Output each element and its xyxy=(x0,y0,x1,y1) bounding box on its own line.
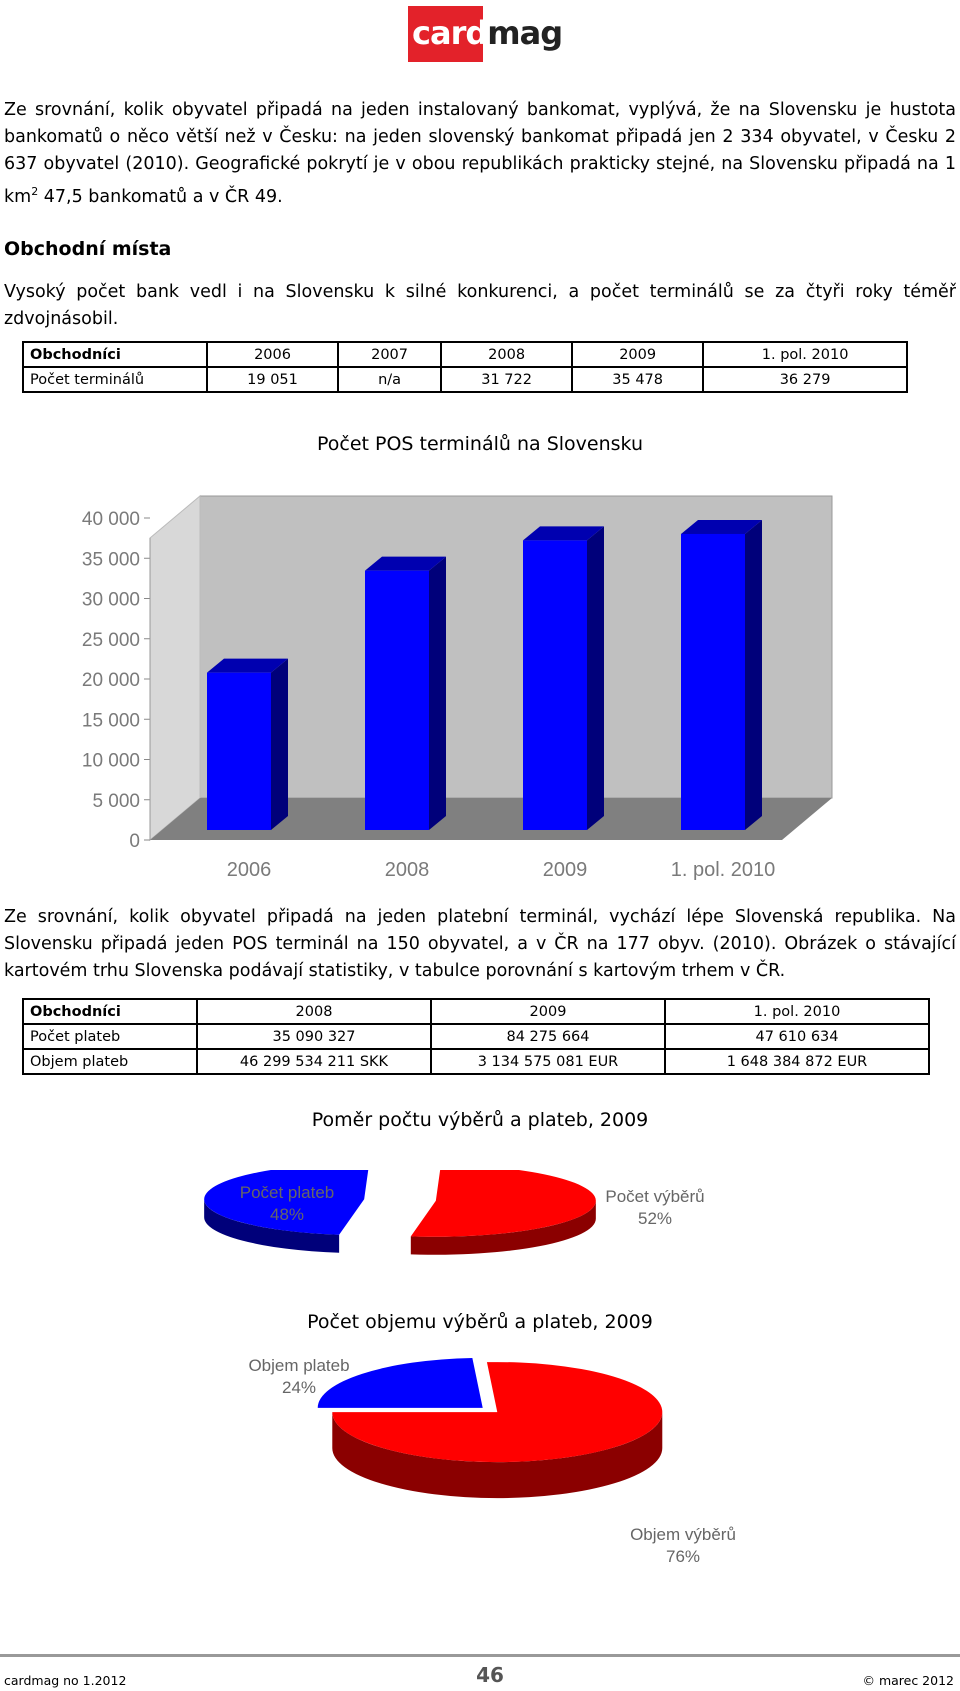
pie-chart-2-title: Počet objemu výběrů a plateb, 2009 xyxy=(307,1311,653,1333)
bar-side xyxy=(745,519,762,830)
pie-slice xyxy=(332,1362,663,1463)
intro-text-1: Ze srovnání, kolik obyvatel připadá na j… xyxy=(4,100,956,207)
table-cell: 2009 xyxy=(430,998,666,1025)
section-text: Vysoký počet bank vedl i na Slovensku k … xyxy=(4,282,956,329)
bar-top xyxy=(523,526,604,541)
pie-chart-1: Počet plateb 48% Počet výběrů 52% xyxy=(204,1170,705,1255)
table-cell: 1. pol. 2010 xyxy=(702,341,908,368)
y-tick-label: 25 000 xyxy=(82,630,140,651)
table-row: Počet terminálů 19 051 n/a 31 722 35 478… xyxy=(22,366,908,393)
table-cell: 1 648 384 872 EUR xyxy=(664,1048,930,1075)
footer-right: © marec 2012 xyxy=(862,1673,954,1688)
intro-sup: 2 xyxy=(31,185,39,198)
intro-paragraph: Ze srovnání, kolik obyvatel připadá na j… xyxy=(4,97,956,211)
table-cell: 31 722 xyxy=(440,366,574,393)
table-cell: Počet plateb xyxy=(22,1023,198,1050)
pie-label: Počet výběrů xyxy=(605,1187,704,1206)
bar-side xyxy=(429,556,446,830)
section-paragraph: Vysoký počet bank vedl i na Slovensku k … xyxy=(4,279,956,333)
pie-value-label: 48% xyxy=(270,1205,304,1224)
table-cell: 46 299 534 211 SKK xyxy=(196,1048,432,1075)
bar-top xyxy=(207,658,288,673)
table-cell: 84 275 664 xyxy=(430,1023,666,1050)
pie-slice-side xyxy=(204,1199,340,1253)
x-tick-label: 2008 xyxy=(385,859,430,880)
y-tick-label: 20 000 xyxy=(82,670,140,691)
table-cell: 2007 xyxy=(337,341,443,368)
table-cell: 35 478 xyxy=(571,366,705,393)
paragraph-2-text: Ze srovnání, kolik obyvatel připadá na j… xyxy=(4,907,956,981)
footer-left: cardmag no 1.2012 xyxy=(4,1673,127,1688)
table-cell: Obchodníci xyxy=(22,341,208,368)
bar-top xyxy=(681,519,762,534)
pie-chart-1-title: Poměr počtu výběrů a plateb, 2009 xyxy=(311,1109,649,1131)
pie-value-label: 52% xyxy=(638,1209,672,1228)
table-row: Obchodníci 2006 2007 2008 2009 1. pol. 2… xyxy=(22,341,908,368)
table-cell: 2008 xyxy=(440,341,574,368)
pie-slice xyxy=(410,1170,596,1237)
bar-side xyxy=(271,658,288,830)
table-row: Obchodníci 2008 2009 1. pol. 2010 xyxy=(22,998,930,1025)
bar-side xyxy=(587,526,604,830)
table-cell: 36 279 xyxy=(702,366,908,393)
chart-side-wall xyxy=(149,494,201,842)
bar xyxy=(681,533,745,830)
pie-value-label: 24% xyxy=(282,1378,316,1397)
pie-slice xyxy=(204,1170,369,1235)
bar xyxy=(365,570,429,830)
page-number: 46 xyxy=(476,1663,504,1687)
pie-value-label: 76% xyxy=(666,1547,700,1566)
bar-top xyxy=(365,556,446,571)
table-cell: Počet terminálů xyxy=(22,366,208,393)
bar-chart-title: Počet POS terminálů na Slovensku xyxy=(316,433,643,455)
bar xyxy=(207,672,271,830)
terminals-table: Obchodníci 2006 2007 2008 2009 1. pol. 2… xyxy=(22,341,908,393)
table-cell: 2008 xyxy=(196,998,432,1025)
logo-part1: card xyxy=(412,14,488,52)
payments-table: Obchodníci 2008 2009 1. pol. 2010 Počet … xyxy=(22,998,930,1075)
table-cell: 1. pol. 2010 xyxy=(664,998,930,1025)
y-tick-label: 15 000 xyxy=(82,710,140,731)
x-tick-label: 2009 xyxy=(543,859,588,880)
x-tick-label: 2006 xyxy=(227,859,272,880)
y-tick-label: 0 xyxy=(129,831,140,852)
bar-chart: 0 5 000 10 000 15 000 20 000 25 000 30 000 35 0… xyxy=(82,494,833,880)
pie-slice-side xyxy=(410,1200,596,1255)
cardmag-logo: cardmag xyxy=(408,6,563,62)
pie-label: Počet plateb xyxy=(240,1183,335,1202)
table-cell: 2009 xyxy=(571,341,705,368)
pie-chart-2: Objem plateb 24% Objem výběrů 76% xyxy=(248,1356,736,1566)
table-cell: Objem plateb xyxy=(22,1048,198,1075)
pie-slice xyxy=(317,1358,483,1408)
pie-slice-side xyxy=(332,1412,663,1499)
table-row: Objem plateb 46 299 534 211 SKK 3 134 57… xyxy=(22,1048,930,1075)
table-cell: 3 134 575 081 EUR xyxy=(430,1048,666,1075)
table-cell: 2006 xyxy=(205,341,340,368)
table-row: Počet plateb 35 090 327 84 275 664 47 61… xyxy=(22,1023,930,1050)
bar xyxy=(523,540,587,830)
y-tick-label: 5 000 xyxy=(92,791,140,812)
section-heading: Obchodní místa xyxy=(4,238,172,260)
footer-divider xyxy=(0,1654,960,1657)
table-cell: 47 610 634 xyxy=(664,1023,930,1050)
x-tick-label: 1. pol. 2010 xyxy=(671,859,776,880)
pie-label: Objem plateb xyxy=(248,1356,349,1375)
logo-part2: mag xyxy=(487,14,563,52)
chart-floor xyxy=(150,798,832,840)
y-tick-label: 10 000 xyxy=(82,751,140,772)
y-tick-label: 35 000 xyxy=(82,549,140,570)
y-tick-label: 30 000 xyxy=(82,590,140,611)
y-tick-label: 40 000 xyxy=(82,509,140,530)
table-cell: n/a xyxy=(337,366,443,393)
paragraph-2: Ze srovnání, kolik obyvatel připadá na j… xyxy=(4,904,956,985)
table-cell: 35 090 327 xyxy=(196,1023,432,1050)
pie-label: Objem výběrů xyxy=(630,1525,736,1544)
table-cell: 19 051 xyxy=(205,366,340,393)
intro-text-2: 47,5 bankomatů a v ČR 49. xyxy=(38,186,283,207)
table-cell: Obchodníci xyxy=(22,998,198,1025)
